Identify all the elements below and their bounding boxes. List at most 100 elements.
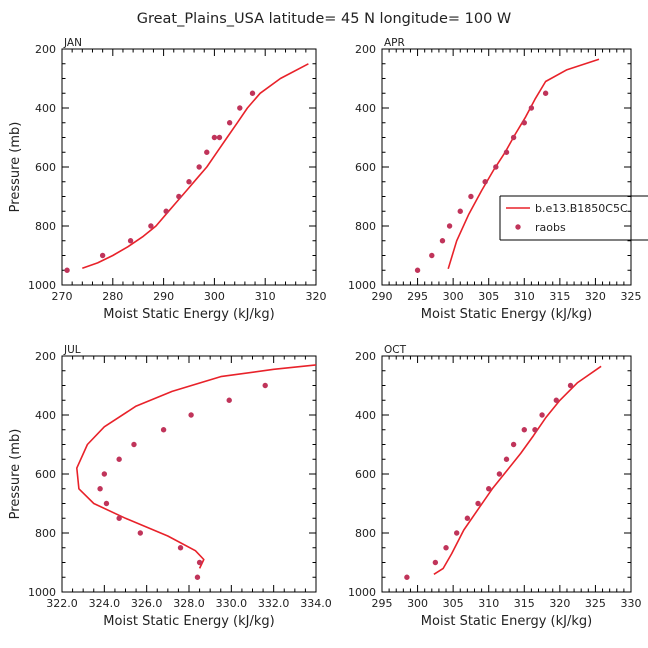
raob-point [468,193,474,200]
y-tick-label: 600 [355,161,376,174]
plot-frame [381,355,632,593]
raob-point [99,252,106,259]
raob-point [196,559,203,566]
y-tick-label: 1000 [348,586,376,599]
x-tick-label: 320 [585,290,606,303]
raob-point [510,134,517,141]
model-profile-line [82,63,309,269]
x-axis-label: Moist Static Energy (kJ/kg) [421,307,592,322]
raob-point [196,164,202,170]
panel-jan: 270 280 290 300 310 320 200 400 600 800 1000 JAN Moi… [8,37,327,322]
model-profile-line [447,58,600,270]
y-tick-label: 400 [355,102,376,115]
raob-point [503,456,510,462]
x-tick-label: 295 [407,290,428,303]
panel-jul: 322.0 324.0 326.0 328.0 330.0 332.0 334.0 200 40… [8,344,332,629]
x-tick-label: 325 [585,597,606,610]
raob-point [249,90,256,96]
x-tick-label: 325 [621,290,642,303]
raob-point [553,397,559,403]
raob-point [475,500,481,507]
raob-point [194,574,201,580]
x-tick-label: 270 [52,290,73,303]
x-tick-label: 326.0 [131,597,163,610]
y-tick-label: 1000 [348,279,376,292]
panel-month-label: JUL [63,344,81,356]
raob-point [103,500,110,507]
y-tick-label: 200 [355,43,376,56]
raob-point [532,427,538,433]
raob-point [454,530,460,536]
y-tick-label: 400 [355,409,376,422]
x-axis-label: Moist Static Energy (kJ/kg) [103,307,274,322]
x-tick-label: 322.0 [46,597,78,610]
x-tick-label: 320 [549,597,570,610]
plot-data [76,364,316,580]
raob-point [148,223,154,229]
x-tick-label: 290 [372,290,393,303]
plot-data [64,63,309,273]
x-tick-label: 280 [102,290,123,303]
model-profile-line [433,365,602,575]
x-axis-label: Moist Static Energy (kJ/kg) [421,614,592,629]
x-tick-label: 328.0 [173,597,205,610]
y-tick-label: 600 [35,468,56,481]
raob-point [510,441,517,448]
x-tick-label: 290 [153,290,174,303]
raob-point [503,149,510,155]
x-tick-label: 295 [372,597,393,610]
raob-point [528,105,535,111]
panel-month-label: JAN [63,37,82,49]
y-tick-label: 800 [355,220,376,233]
y-tick-label: 1000 [28,586,56,599]
raob-point [237,105,243,111]
x-tick-label: 315 [514,597,535,610]
panel-month-label: OCT [384,344,407,356]
plot-frame [61,355,317,593]
x-tick-label: 305 [478,290,499,303]
raob-point [226,397,232,403]
x-tick-label: 330 [621,597,642,610]
plot-data [404,365,602,580]
x-tick-label: 300 [407,597,428,610]
raob-point [493,164,499,170]
x-tick-label: 310 [478,597,499,610]
panel-apr: 290 295 300 305 310 315 320 325 200 400 600 800 1000… [348,37,648,322]
x-tick-label: 320 [306,290,327,303]
x-tick-label: 330.0 [216,597,248,610]
y-tick-label: 200 [35,43,56,56]
raob-point [131,441,137,448]
legend-obs-label: raobs [535,221,566,234]
raob-point [439,238,446,244]
raob-point [262,382,268,389]
x-tick-label: 310 [514,290,535,303]
raob-point [204,149,210,155]
y-tick-label: 800 [35,220,56,233]
raob-point [521,120,527,126]
x-tick-label: 300 [443,290,464,303]
raob-point [163,208,169,214]
legend: b.e13.B1850C5C raobs [499,195,648,241]
raob-point [414,267,421,273]
raob-point [188,412,194,418]
x-tick-label: 324.0 [89,597,121,610]
raob-point [429,252,435,259]
raob-point [496,471,503,477]
y-tick-label: 1000 [28,279,56,292]
raob-point [464,515,471,521]
raob-point [482,179,488,185]
raob-point [446,223,453,229]
y-tick-label: 400 [35,102,56,115]
model-profile-line [76,364,316,569]
legend-model-label: b.e13.B1850C5C [535,202,628,215]
raob-point [486,486,492,492]
raob-point [186,179,192,185]
raob-point [539,412,545,418]
plot-frame [61,48,317,286]
y-axis-label: Pressure (mb) [8,122,23,213]
raob-point [432,559,439,566]
raob-point [226,120,233,126]
y-tick-label: 600 [35,161,56,174]
plot-frame [381,48,632,286]
